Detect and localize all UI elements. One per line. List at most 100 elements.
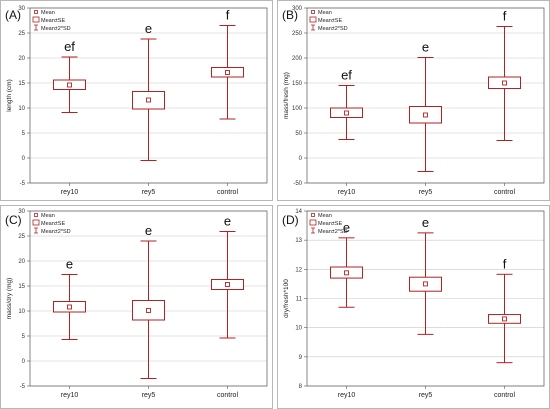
panel-label: (C): [5, 213, 22, 227]
significance-letter: e: [66, 257, 73, 272]
legend-label: Mean±SE: [41, 221, 65, 227]
y-axis-label: mass/dry (mg): [6, 278, 13, 320]
y-axis-label: dry/fresh*100: [283, 279, 290, 318]
mean-marker: [225, 282, 230, 287]
y-tick-label: 20: [18, 259, 25, 265]
y-tick-label: 10: [295, 326, 302, 332]
y-tick-label: 100: [292, 106, 303, 112]
y-tick-label: 30: [18, 209, 25, 215]
y-tick-label: 10: [18, 309, 25, 315]
y-tick-label: 20: [18, 56, 25, 62]
legend-se-box: [309, 219, 317, 226]
y-tick-label: 300: [292, 6, 303, 12]
y-tick-label: 15: [18, 81, 25, 87]
y-tick-label: 11: [296, 297, 303, 303]
x-tick-label: control: [494, 392, 515, 399]
legend-se-box: [32, 16, 40, 23]
x-tick-label: rey5: [419, 189, 433, 196]
y-tick-label: 250: [292, 31, 303, 37]
significance-letter: e: [224, 214, 231, 229]
x-tick-label: rey10: [338, 392, 356, 399]
mean-marker: [423, 112, 428, 118]
panel-label: (A): [5, 8, 21, 22]
x-tick-label: rey5: [142, 392, 156, 399]
legend-label: Mean: [41, 213, 55, 219]
legend-se-box: [32, 219, 40, 226]
y-tick-label: 150: [292, 81, 303, 87]
legend-se-box: [309, 16, 317, 23]
chart-panel-3: -5 0 5 10 15 20 25 30 mass/dry (mg) (C) Mean Mean±S…: [0, 205, 273, 409]
x-tick-label: control: [217, 392, 238, 399]
y-tick-label: 25: [18, 234, 25, 240]
y-tick-label: 9: [299, 355, 303, 361]
legend-mean-marker: [34, 213, 38, 217]
mean-marker: [502, 316, 507, 322]
legend-mean-marker: [34, 10, 38, 14]
y-tick-label: 15: [18, 284, 25, 290]
significance-letter: f: [503, 256, 507, 271]
y-axis-label: mass/fresh (mg): [283, 72, 290, 119]
y-tick-label: 25: [18, 31, 25, 37]
x-tick-label: rey10: [338, 189, 356, 196]
y-tick-label: 200: [292, 56, 303, 62]
legend-label: Mean±SE: [41, 18, 65, 24]
y-tick-label: 5: [22, 334, 26, 340]
y-tick-label: 0: [22, 156, 26, 162]
mean-marker: [146, 97, 151, 103]
mean-marker: [502, 80, 507, 86]
chart-panel-2: -50 0 50 100 150 200 250 300 mass/fresh (mg) (B) M…: [277, 0, 550, 201]
panel-frame: [277, 205, 550, 409]
mean-marker: [225, 70, 230, 75]
significance-letter: e: [343, 220, 350, 235]
legend-label: Mean±SE: [318, 18, 342, 24]
y-tick-label: -5: [20, 181, 26, 187]
mean-marker: [423, 281, 428, 287]
legend-sd-whisker: [34, 227, 38, 234]
y-tick-label: 8: [299, 384, 303, 390]
mean-marker: [344, 270, 349, 276]
significance-letter: e: [422, 215, 429, 230]
significance-letter: f: [226, 8, 230, 23]
panel-label: (B): [282, 8, 298, 22]
significance-letter: ef: [341, 68, 352, 83]
legend-label: Mean±2*SD: [41, 229, 71, 235]
significance-letter: f: [503, 9, 507, 24]
legend-mean-marker: [311, 10, 315, 14]
mean-marker: [67, 304, 72, 310]
legend-mean-marker: [311, 213, 315, 217]
mean-marker: [146, 308, 151, 313]
significance-letter: e: [145, 223, 152, 238]
legend-label: Mean±SE: [318, 221, 342, 227]
y-tick-label: 0: [299, 156, 303, 162]
significance-letter: e: [145, 21, 152, 36]
x-tick-label: control: [217, 189, 238, 196]
legend: Mean Mean±SE Mean±2*SD: [309, 10, 348, 32]
y-tick-label: 0: [22, 359, 26, 365]
legend-label: Mean: [318, 213, 332, 219]
legend-label: Mean±2*SD: [318, 26, 348, 32]
legend-sd-whisker: [34, 24, 38, 31]
legend-sd-whisker: [311, 227, 315, 234]
mean-marker: [344, 110, 349, 116]
y-tick-label: -5: [20, 384, 26, 390]
y-tick-label: 14: [295, 209, 302, 215]
legend: Mean Mean±SE Mean±2*SD: [32, 213, 71, 235]
legend: Mean Mean±SE Mean±2*SD: [309, 213, 348, 235]
x-tick-label: rey10: [61, 392, 79, 399]
y-tick-label: -50: [293, 181, 302, 187]
y-tick-label: 12: [295, 267, 302, 273]
significance-letter: ef: [64, 39, 75, 54]
legend-label: Mean: [41, 10, 55, 16]
legend: Mean Mean±SE Mean±2*SD: [32, 10, 71, 32]
y-tick-label: 5: [22, 131, 26, 137]
mean-marker: [67, 82, 72, 88]
y-tick-label: 30: [18, 6, 25, 12]
legend-label: Mean±2*SD: [318, 229, 348, 235]
y-axis-label: length (cm): [6, 79, 13, 112]
legend-label: Mean±2*SD: [41, 26, 71, 32]
y-tick-label: 13: [295, 238, 302, 244]
y-tick-label: 50: [295, 131, 302, 137]
